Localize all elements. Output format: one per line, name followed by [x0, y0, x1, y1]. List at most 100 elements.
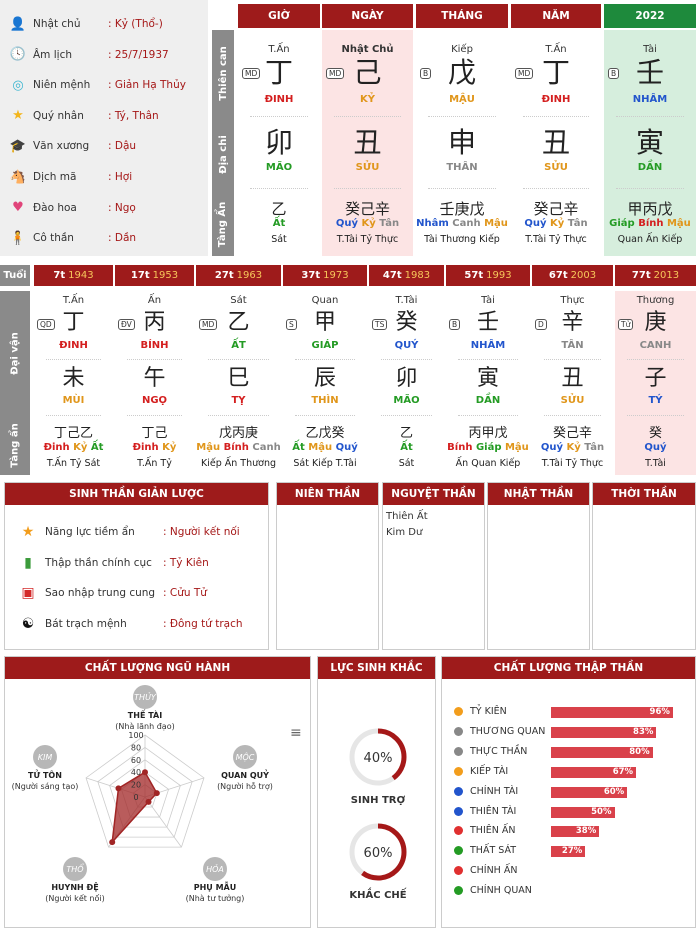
- pillar-hidden-gods: T.Tài Tỷ Thực: [336, 234, 399, 245]
- pillar-stem-element: NHÂM: [632, 94, 668, 105]
- luck-hidden-elements: Ất Mậu Quý: [283, 442, 367, 453]
- divider: [458, 359, 518, 360]
- radar-tick: 60: [131, 756, 141, 765]
- thap-than-bar: 27%: [551, 846, 586, 858]
- wuxing-box: CHẤT LƯỢNG NGŨ HÀNH ≡ 100 80 60 40 20 0 THỦY TH…: [4, 656, 311, 928]
- hidden-element: Giáp: [475, 442, 502, 453]
- summary-value: : Đông tứ trạch: [163, 617, 243, 630]
- thap-than-row: THIÊN TÀI: [454, 806, 516, 817]
- pillar-hidden-elements: Nhâm Canh Mậu: [416, 218, 508, 229]
- luck-branch-element: TỴ: [231, 395, 246, 406]
- hidden-element: Mậu: [504, 442, 529, 453]
- luck-year: 2003: [570, 270, 597, 281]
- nguyet-than-item: Thiên Ất: [386, 511, 428, 522]
- info-value: : Hợi: [108, 171, 133, 183]
- divider: [127, 359, 182, 360]
- thap-than-title: CHẤT LƯỢNG THẬP THẦN: [442, 657, 695, 679]
- sinh-khac-box: LỰC SINH KHẮC 40% SINH TRỢ 60% KHẮC CHẾ: [317, 656, 436, 928]
- luck-hidden-gods: Kiếp Ấn Thương: [200, 458, 276, 469]
- luck-branch-element: TÝ: [648, 395, 663, 406]
- luck-stem: 乙: [227, 310, 250, 335]
- wuxing-title: CHẤT LƯỢNG NGŨ HÀNH: [5, 657, 310, 679]
- divider: [544, 415, 601, 416]
- thap-than-row: THIÊN ẤN: [454, 825, 515, 836]
- pillar-branch: 寅: [635, 126, 664, 159]
- graduation-cap-icon: 🎓: [9, 138, 27, 154]
- label-tang-an-luck: Tàng ẩn: [0, 415, 30, 475]
- luck-header: 77t 2013: [615, 265, 696, 286]
- person-icon: 👤: [9, 16, 27, 32]
- thap-than-label: THIÊN TÀI: [470, 805, 517, 817]
- luck-tag: TS: [372, 319, 388, 330]
- summary-box: SINH THẦN GIẢN LƯỢC ★ Năng lực tiềm ẩn: N…: [4, 482, 269, 650]
- element-name: MỘC: [236, 752, 255, 762]
- hidden-element: Giáp: [609, 218, 635, 229]
- hidden-element: Ất: [400, 442, 413, 453]
- luck-hidden-gods: T.Ấn Tỷ Sát: [46, 458, 101, 469]
- hidden-element: Mậu: [666, 218, 691, 229]
- info-label: Đào hoa: [33, 201, 77, 214]
- label-dia-chi: Địa chi: [212, 116, 234, 192]
- luck-tag: S: [286, 319, 297, 330]
- divider: [428, 188, 496, 189]
- thap-than-row: THƯƠNG QUAN: [454, 726, 545, 737]
- pillar-header: 2022: [604, 4, 696, 28]
- divider: [458, 415, 518, 416]
- divider: [250, 116, 308, 117]
- pillar-column: T.Ấn MD 丁 ĐINH 卯 MÃO 乙 Ất Sát: [238, 30, 320, 256]
- radar-tick: 100: [128, 731, 143, 740]
- pillar-hidden-gods: Tài Thương Kiếp: [424, 234, 500, 245]
- thap-than-label: THỰC THẦN: [470, 745, 528, 757]
- clock-icon: 🕓: [9, 47, 27, 63]
- pillar-stem: 己: [353, 56, 382, 89]
- luck-header: 47t 1983: [369, 265, 444, 286]
- luck-column: Tài B 壬 NHÂM 寅 DẦN 丙甲戊 Bính Giáp Mậu Ấn Quan Ki…: [446, 291, 530, 475]
- pillar-branch-element: MÃO: [265, 162, 293, 173]
- luck-hidden-elements: Mậu Bính Canh: [196, 442, 281, 453]
- luck-god: Sát: [230, 295, 247, 306]
- luck-column: T.Tài TS 癸 QUÝ 卯 MÃO 乙 Ất Sát: [369, 291, 444, 475]
- pillar-god: T.Ấn: [545, 44, 567, 55]
- luck-branch: 丑: [561, 366, 584, 391]
- donut-label: KHẮC CHẾ: [349, 886, 406, 901]
- luck-stem-element: BÍNH: [140, 340, 169, 351]
- divider: [381, 415, 432, 416]
- luck-god: Ấn: [147, 295, 162, 306]
- luck-stem: 甲: [313, 310, 336, 335]
- thoi-than-title: THỜI THẦN: [593, 483, 695, 505]
- luck-age: 7t: [53, 270, 66, 281]
- hidden-element: Mậu: [308, 442, 333, 453]
- luck-year: 1983: [404, 270, 431, 281]
- element-role: PHỤ MẪU: [194, 880, 237, 892]
- element-role: THẾ TÀI: [128, 708, 162, 720]
- luck-header: 27t 1963: [196, 265, 281, 286]
- element-role-sub: (Nhà lãnh đạo): [115, 722, 174, 732]
- luck-stem-element: GIÁP: [311, 340, 339, 351]
- radar-tick: 20: [131, 781, 141, 790]
- luck-stem-element: ẤT: [231, 340, 246, 351]
- pillar-branch: 丑: [541, 126, 570, 159]
- divider: [208, 415, 269, 416]
- luck-hidden-stems: 丁己乙: [53, 426, 93, 441]
- thap-than-label: KIẾP TÀI: [470, 765, 509, 777]
- luck-hidden-stems: 癸: [648, 426, 662, 441]
- card-icon: ▣: [21, 585, 35, 601]
- sinh-khac-chart: 40% SINH TRỢ 60% KHẮC CHẾ: [349, 728, 407, 901]
- pillar-hidden-stems: 甲丙戊: [627, 200, 673, 218]
- luck-year: 1993: [486, 270, 512, 281]
- thap-than-label: CHÍNH QUAN: [470, 885, 532, 897]
- radar-grid: [97, 746, 193, 838]
- summary-value: : Tỷ Kiên: [163, 556, 209, 569]
- element-role: HUYNH ĐỆ: [51, 882, 98, 892]
- menu-icon[interactable]: ≡: [290, 725, 302, 741]
- info-value: : Giản Hạ Thủy: [108, 79, 186, 92]
- info-label: Văn xương: [33, 140, 90, 153]
- luck-branch: 巳: [227, 366, 250, 391]
- luck-hidden-elements: Ất: [369, 442, 444, 453]
- hidden-element: Kỷ: [566, 442, 581, 453]
- divider: [334, 116, 401, 117]
- radar-tick: 40: [131, 768, 141, 777]
- donut-arc: [349, 728, 407, 786]
- luck-header: 67t 2003: [532, 265, 613, 286]
- donut-value: 60%: [364, 846, 393, 861]
